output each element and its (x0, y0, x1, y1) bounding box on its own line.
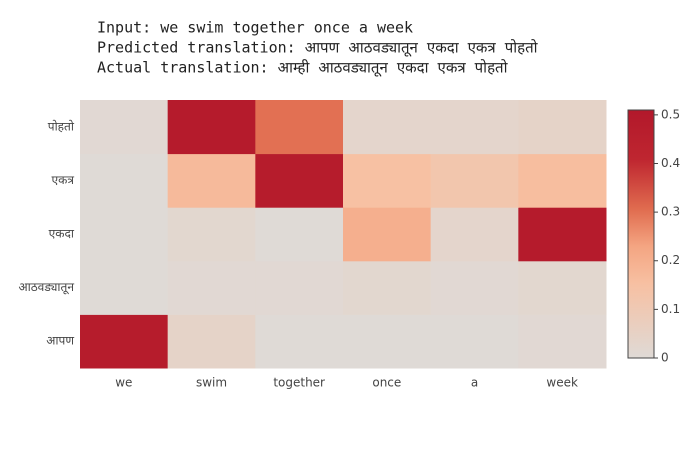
chart-title: Actual translation: आम्ही आठवड्यातून एकद… (97, 59, 509, 78)
colorbar-tick-label: 0.1 (661, 302, 680, 316)
heatmap-cell (430, 314, 519, 369)
heatmap-cell (343, 153, 432, 208)
colorbar-tick-label: 0.4 (661, 156, 680, 170)
y-tick-label: आपण (46, 334, 74, 348)
heatmap-cell (80, 153, 169, 208)
x-tick-label: week (546, 376, 578, 390)
heatmap-cell (167, 100, 256, 155)
heatmap-cell (255, 314, 344, 369)
colorbar-tick-label: 0.2 (661, 253, 680, 267)
heatmap-cell (80, 260, 169, 315)
heatmap-cell (255, 100, 344, 155)
heatmap-cell (255, 207, 344, 262)
heatmap-cell (343, 207, 432, 262)
heatmap-cell (343, 100, 432, 155)
heatmap-cell (343, 314, 432, 369)
y-tick-label: एकत्र (52, 173, 75, 187)
chart-title: Input: we swim together once a week (97, 19, 413, 37)
colorbar-tick-label: 0 (661, 351, 669, 365)
heatmap-cell (80, 207, 169, 262)
y-tick-label: आठवड्यातून (18, 280, 74, 295)
heatmap-cell (343, 260, 432, 315)
heatmap-cell (430, 100, 519, 155)
heatmap-cell (518, 260, 607, 315)
heatmap-cell (518, 207, 607, 262)
heatmap-cell (518, 100, 607, 155)
heatmap-cell (430, 260, 519, 315)
heatmap-cell (167, 153, 256, 208)
x-tick-label: a (471, 376, 478, 390)
heatmap-cell (167, 260, 256, 315)
x-tick-label: swim (196, 376, 227, 390)
heatmap-cell (430, 207, 519, 262)
colorbar (627, 109, 655, 359)
chart-title: Predicted translation: आपण आठवड्यातून एक… (97, 39, 539, 58)
x-tick-label: we (115, 376, 132, 390)
y-tick-label: एकदा (49, 227, 75, 241)
y-tick-label: पोहतो (48, 119, 75, 133)
x-tick-label: together (273, 376, 325, 390)
heatmap-cell (255, 153, 344, 208)
heatmap-cell (430, 153, 519, 208)
x-tick-label: once (372, 376, 401, 390)
heatmap-cell (80, 100, 169, 155)
heatmap-cell (167, 207, 256, 262)
colorbar-tick-label: 0.3 (661, 205, 680, 219)
heatmap-cell (255, 260, 344, 315)
colorbar-tick-label: 0.5 (661, 107, 680, 121)
heatmap-cell (518, 153, 607, 208)
heatmap-cell (518, 314, 607, 369)
heatmap-cell (167, 314, 256, 369)
heatmap-cell (80, 314, 169, 369)
